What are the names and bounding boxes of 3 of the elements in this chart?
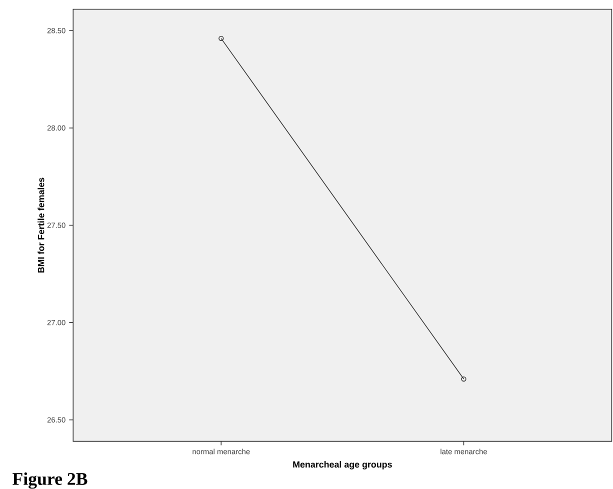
- caption: Figure 2B: [12, 472, 88, 489]
- y-axis-title: BMI for Fertile females: [38, 178, 44, 273]
- x-axis-title: Menarcheal age groups: [293, 461, 392, 470]
